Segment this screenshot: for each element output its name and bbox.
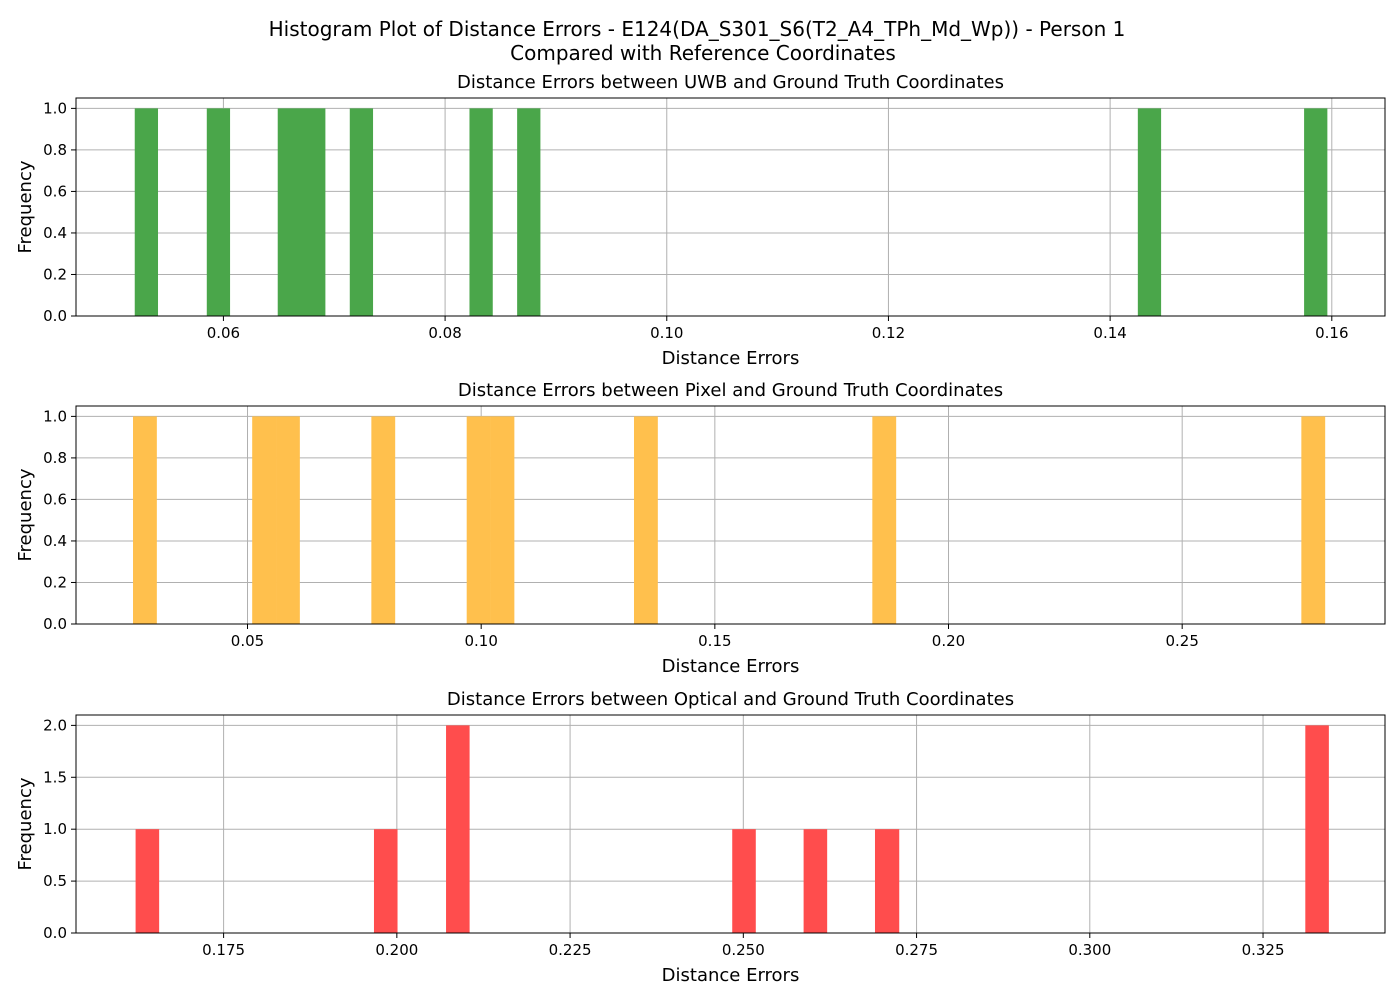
y-tick-label: 0.6 bbox=[43, 182, 67, 200]
y-tick-label: 0.5 bbox=[43, 872, 67, 890]
y-tick-label: 0.4 bbox=[43, 532, 67, 550]
plot-frame bbox=[75, 714, 1386, 934]
histogram-bar bbox=[133, 416, 157, 624]
histogram-bar bbox=[469, 108, 493, 316]
histogram-bar bbox=[301, 108, 326, 316]
histogram-panel-1: 0.06 0.08 0.10 0.12 0.14 0.16 0.0 0.2 0.4 0.6 0.8 1… bbox=[15, 72, 1386, 369]
panel-title: Distance Errors between Optical and Grou… bbox=[447, 689, 1014, 710]
histogram-bar bbox=[276, 416, 300, 624]
x-tick-label: 0.20 bbox=[932, 632, 965, 650]
figure-title-line-2: Compared with Reference Coordinates bbox=[510, 41, 896, 65]
histogram-bar bbox=[349, 108, 374, 316]
histogram-panel-3: 0.175 0.200 0.225 0.250 0.275 0.300 0.325 0.0 0.… bbox=[15, 689, 1386, 986]
x-tick-label: 0.250 bbox=[722, 941, 765, 959]
x-tick-label: 0.16 bbox=[1315, 324, 1348, 342]
histogram-bar bbox=[446, 725, 470, 933]
figure-title-line-1: Histogram Plot of Distance Errors - E124… bbox=[269, 17, 1126, 41]
x-tick-label: 0.325 bbox=[1242, 941, 1285, 959]
histogram-bar bbox=[135, 829, 160, 933]
histogram-bar bbox=[371, 416, 396, 624]
histogram-bar bbox=[466, 416, 491, 624]
plot-frame bbox=[75, 405, 1386, 625]
histogram-bar bbox=[1301, 416, 1326, 624]
plot-frame bbox=[75, 97, 1386, 317]
histogram-bar bbox=[1137, 108, 1162, 316]
histogram-bar bbox=[874, 829, 900, 933]
histogram-bar bbox=[732, 829, 756, 933]
x-tick-label: 0.12 bbox=[872, 324, 905, 342]
y-axis-label: Frequency bbox=[15, 160, 36, 253]
x-axis-label: Distance Errors bbox=[662, 656, 800, 677]
y-tick-label: 0.4 bbox=[43, 224, 67, 242]
y-tick-label: 0.0 bbox=[43, 307, 67, 325]
y-tick-label: 0.6 bbox=[43, 490, 67, 508]
x-tick-label: 0.05 bbox=[231, 632, 264, 650]
x-tick-label: 0.25 bbox=[1165, 632, 1198, 650]
panel-title: Distance Errors between Pixel and Ground… bbox=[458, 380, 1003, 401]
x-tick-label: 0.15 bbox=[698, 632, 731, 650]
x-tick-label: 0.200 bbox=[375, 941, 418, 959]
y-tick-label: 1.0 bbox=[43, 99, 67, 117]
x-tick-label: 0.175 bbox=[202, 941, 245, 959]
histogram-bar bbox=[803, 829, 828, 933]
histogram-bar bbox=[206, 108, 231, 316]
y-tick-label: 1.0 bbox=[43, 407, 67, 425]
histogram-bar bbox=[633, 416, 658, 624]
histogram-bar bbox=[277, 108, 302, 316]
x-axis-label: Distance Errors bbox=[662, 348, 800, 369]
y-tick-label: 0.2 bbox=[43, 573, 67, 591]
y-axis-label: Frequency bbox=[15, 468, 36, 561]
y-tick-label: 0.2 bbox=[43, 265, 67, 283]
histogram-bar bbox=[252, 416, 277, 624]
y-tick-label: 1.0 bbox=[43, 820, 67, 838]
x-axis-label: Distance Errors bbox=[662, 965, 800, 986]
x-tick-label: 0.08 bbox=[428, 324, 461, 342]
histogram-bar bbox=[1304, 108, 1328, 316]
x-tick-label: 0.10 bbox=[464, 632, 497, 650]
x-tick-label: 0.225 bbox=[549, 941, 592, 959]
y-tick-label: 1.5 bbox=[43, 768, 67, 786]
histogram-bar bbox=[134, 108, 159, 316]
x-tick-label: 0.300 bbox=[1068, 941, 1111, 959]
histogram-bar bbox=[517, 108, 541, 316]
x-tick-label: 0.275 bbox=[895, 941, 938, 959]
x-tick-label: 0.14 bbox=[1093, 324, 1126, 342]
y-tick-label: 0.8 bbox=[43, 141, 67, 159]
histogram-bar bbox=[490, 416, 515, 624]
y-axis-label: Frequency bbox=[15, 777, 36, 870]
histogram-bar bbox=[1305, 725, 1329, 933]
y-tick-label: 0.0 bbox=[43, 924, 67, 942]
y-tick-label: 0.8 bbox=[43, 449, 67, 467]
x-tick-label: 0.06 bbox=[207, 324, 240, 342]
x-tick-label: 0.10 bbox=[650, 324, 683, 342]
y-tick-label: 0.0 bbox=[43, 615, 67, 633]
histogram-panel-2: 0.05 0.10 0.15 0.20 0.25 0.0 0.2 0.4 0.6 0.8 1.0 Di… bbox=[15, 380, 1386, 677]
panel-title: Distance Errors between UWB and Ground T… bbox=[457, 72, 1004, 93]
histogram-bar bbox=[872, 416, 897, 624]
y-tick-label: 2.0 bbox=[43, 716, 67, 734]
histogram-bar bbox=[373, 829, 398, 933]
